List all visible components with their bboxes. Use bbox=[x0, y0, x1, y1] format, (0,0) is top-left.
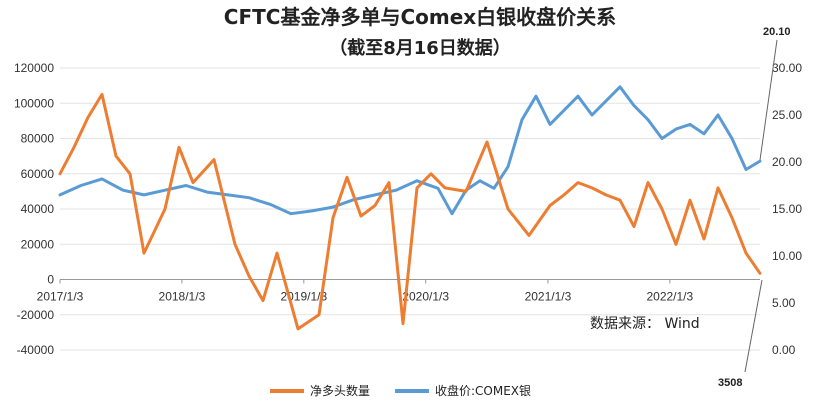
y-left-tick-label: 80000 bbox=[21, 132, 55, 146]
chart-title: CFTC基金净多单与Comex白银收盘价关系 bbox=[224, 5, 616, 29]
y-right-tick-label: 15.00 bbox=[772, 202, 802, 216]
series-line-net-long bbox=[58, 92, 762, 331]
y-right-tick-label: 5.00 bbox=[772, 296, 796, 310]
legend-label-net-long: 净多头数量 bbox=[310, 383, 370, 398]
annotation-top-right: 20.10 bbox=[759, 26, 791, 161]
x-tick-label: 2022/1/3 bbox=[646, 290, 693, 304]
x-tick-label: 2021/1/3 bbox=[525, 290, 572, 304]
y-left-tick-label: 0 bbox=[47, 273, 54, 287]
y-right-tick-label: 0.00 bbox=[772, 343, 796, 357]
x-tick-label: 2020/1/3 bbox=[402, 290, 449, 304]
axis-layer: -40000 -20000 0 20000 40000 60000 80000 100000 1… bbox=[14, 61, 802, 357]
y-left-tick-label: 40000 bbox=[21, 202, 55, 216]
legend: 净多头数量 收盘价:COMEX银 bbox=[270, 383, 531, 398]
annotation-top-value: 20.10 bbox=[763, 26, 791, 38]
y-left-tick-label: 100000 bbox=[14, 96, 54, 110]
y-left-tick-label: 60000 bbox=[21, 167, 55, 181]
legend-label-close-price: 收盘价:COMEX银 bbox=[435, 383, 531, 398]
chart-subtitle: （截至8月16日数据） bbox=[329, 37, 511, 59]
x-tick-label: 2017/1/3 bbox=[37, 290, 84, 304]
y-left-tick-label: -40000 bbox=[17, 343, 55, 357]
y-right-tick-label: 10.00 bbox=[772, 249, 802, 263]
x-tick-label: 2018/1/3 bbox=[159, 290, 206, 304]
annotation-bottom-value: 3508 bbox=[718, 377, 742, 389]
y-right-tick-label: 30.00 bbox=[772, 61, 802, 75]
y-right-tick-label: 25.00 bbox=[772, 108, 802, 122]
x-tick-label: 2019/1/3 bbox=[280, 290, 327, 304]
y-left-tick-label: 120000 bbox=[14, 61, 54, 75]
series-line-close-price bbox=[58, 85, 762, 216]
annotation-bottom-right: 3508 bbox=[718, 279, 763, 389]
annotation-bottom-leader bbox=[744, 279, 763, 373]
y-left-tick-label: -20000 bbox=[17, 308, 55, 322]
source-label: 数据来源： Wind bbox=[590, 316, 700, 332]
y-left-tick-label: 20000 bbox=[21, 237, 55, 251]
series-layer bbox=[58, 85, 762, 331]
y-right-tick-label: 20.00 bbox=[772, 155, 802, 169]
annotation-top-leader bbox=[759, 39, 778, 161]
